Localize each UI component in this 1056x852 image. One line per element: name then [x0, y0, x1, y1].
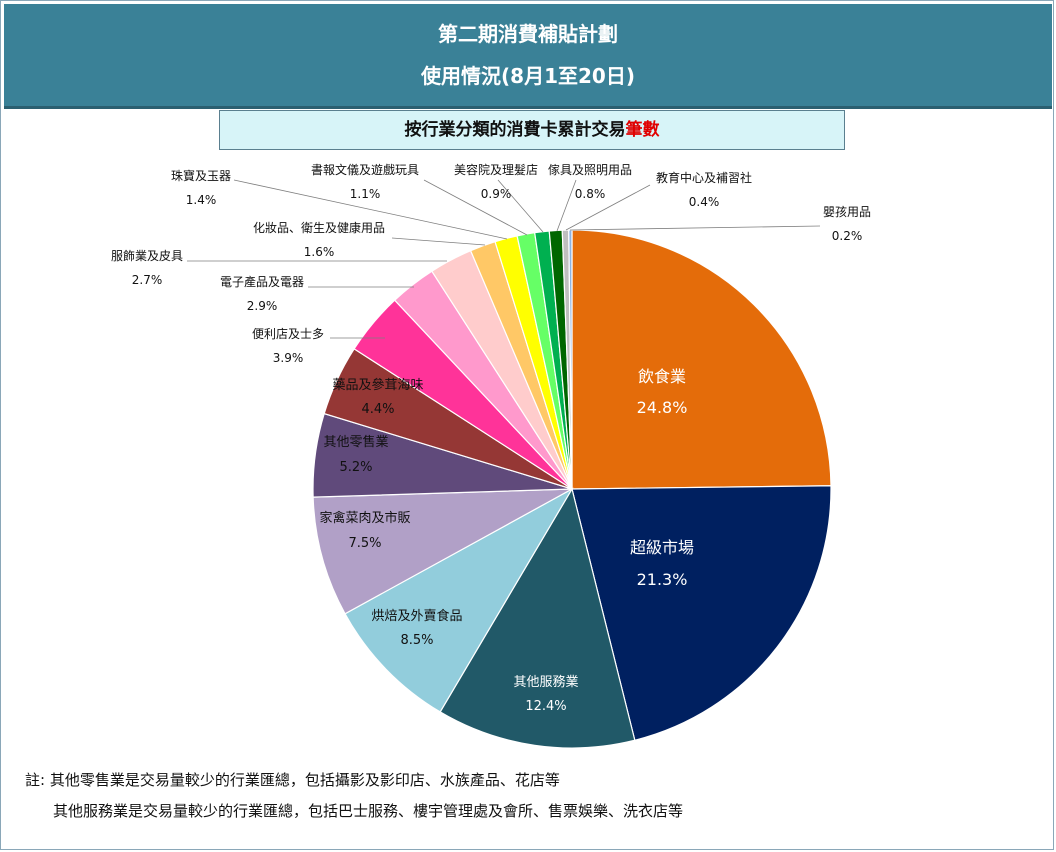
slice-2-value: 21.3%: [637, 570, 688, 589]
slice-1-value: 24.8%: [637, 398, 688, 417]
pie-slices: [312, 229, 832, 749]
slice-6-value: 5.2%: [339, 460, 372, 475]
slice-5-value: 7.5%: [348, 536, 381, 551]
slice-4-value: 8.5%: [400, 633, 433, 648]
chart-title-box: 按行業分類的消費卡累計交易筆數: [219, 110, 845, 150]
slice-13-label: 書報文儀及遊戲玩具: [311, 162, 419, 177]
footnotes: 註: 其他零售業是交易量較少的行業匯總，包括攝影及影印店、水族產品、花店等 其他…: [25, 765, 683, 827]
slice-14-leader: [497, 179, 544, 233]
slice-1-label: 飲食業: [638, 367, 686, 386]
slice-3-label: 其他服務業: [513, 674, 578, 690]
slice-12-label: 珠寶及玉器: [171, 168, 231, 183]
chart-title-highlight: 筆數: [625, 120, 660, 140]
slice-3: [439, 487, 636, 749]
slice-13-value: 1.1%: [350, 187, 381, 201]
slice-10-value: 2.7%: [132, 273, 163, 287]
slice-9-value: 2.9%: [247, 299, 278, 313]
slice-15-value: 0.8%: [575, 187, 606, 201]
slice-11-leader: [391, 237, 486, 246]
slice-14-value: 0.9%: [481, 187, 512, 201]
footnote-other-services: 其他服務業是交易量較少的行業匯總，包括巴士服務、樓宇管理處及會所、售票娛樂、洗衣…: [53, 802, 684, 820]
slice-4: [344, 487, 574, 713]
leader-lines: [187, 179, 821, 339]
slice-17-value: 0.2%: [832, 229, 863, 243]
slice-3-value: 12.4%: [525, 699, 566, 714]
header-banner: 第二期消費補貼計劃 使用情況(8月1至20日): [4, 4, 1052, 109]
slice-6-label: 其他零售業: [323, 434, 388, 450]
slice-11-value: 1.6%: [304, 245, 335, 259]
slice-12-leader: [233, 179, 508, 240]
footnote-other-retail: 註: 其他零售業是交易量較少的行業匯總，包括攝影及影印店、水族產品、花店等: [25, 771, 560, 789]
slice-2: [571, 485, 832, 741]
slice-8-value: 3.9%: [273, 351, 304, 365]
slice-8-label: 便利店及士多: [252, 327, 324, 341]
slice-1: [571, 229, 832, 490]
slice-11-label: 化妝品、衛生及健康用品: [253, 220, 385, 235]
pie-labels: 飲食業 24.8% 超級市場 21.3% 其他服務業 12.4% 烘焙及外賣食品 8.5% 家禽…: [111, 162, 871, 714]
slice-17-leader: [569, 225, 821, 231]
slice-17-label: 嬰孩用品: [823, 205, 871, 219]
slice-16-label: 教育中心及補習社: [656, 170, 752, 185]
slice-14-label: 美容院及理髮店: [454, 162, 538, 177]
page-subtitle-period: 使用情況(8月1至20日): [421, 64, 635, 88]
slice-16-value: 0.4%: [689, 195, 720, 209]
slice-15-label: 傢具及照明用品: [548, 163, 632, 177]
slice-15-leader: [556, 179, 577, 232]
slice-16-leader: [565, 184, 651, 231]
slice-9-label: 電子產品及電器: [220, 274, 304, 289]
slice-7-label: 藥品及參茸海味: [332, 378, 423, 393]
slice-7-value: 4.4%: [361, 402, 394, 417]
slice-4-label: 烘焙及外賣食品: [371, 608, 462, 624]
slice-10-label: 服飾業及皮具: [111, 249, 183, 263]
page-title: 第二期消費補貼計劃: [438, 22, 618, 46]
slice-2-label: 超級市場: [630, 538, 694, 557]
slice-5-label: 家禽菜肉及市販: [319, 510, 410, 526]
slice-5: [312, 488, 573, 615]
slice-12-value: 1.4%: [186, 193, 217, 207]
slice-13-leader: [423, 179, 528, 236]
chart-title-text: 按行業分類的消費卡累計交易: [404, 120, 626, 140]
